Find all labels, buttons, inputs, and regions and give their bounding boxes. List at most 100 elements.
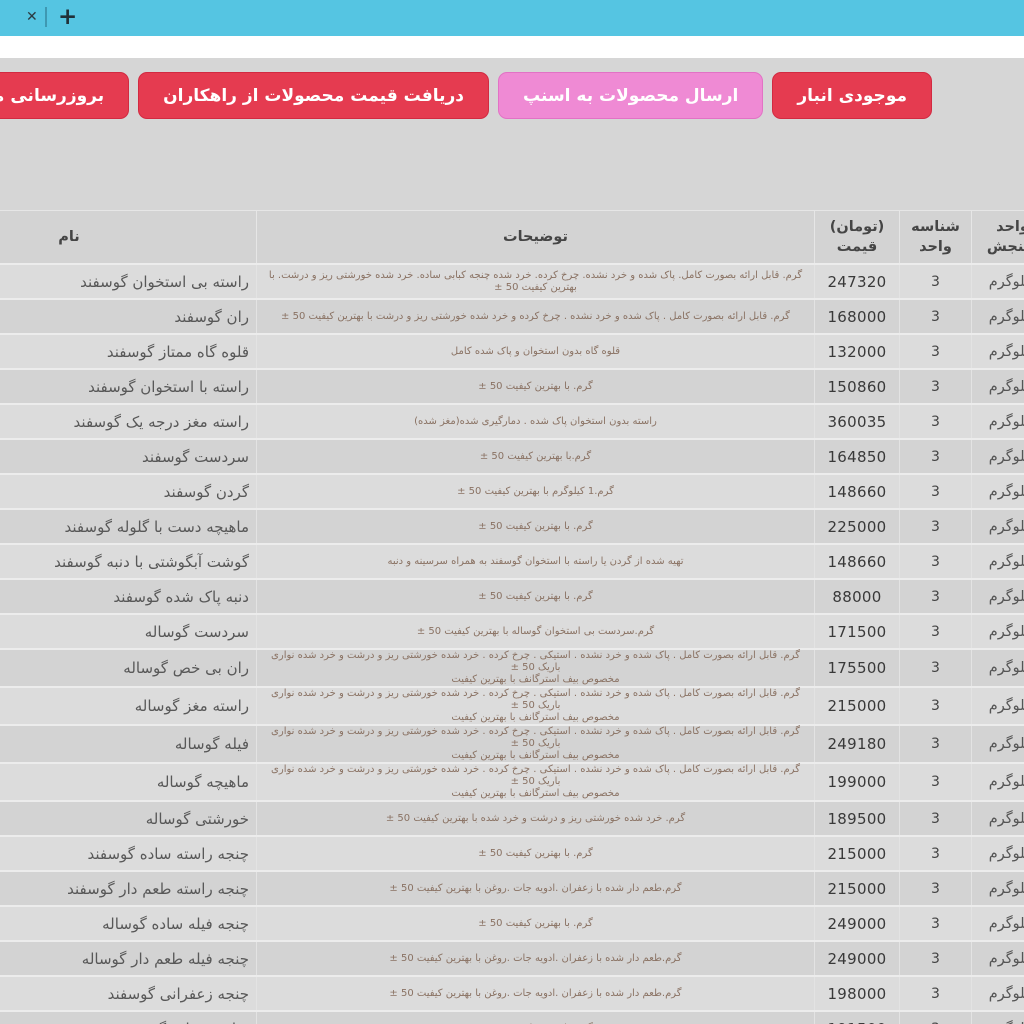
cell-description: گرم. با بهترین کیفیت 50 ± xyxy=(256,369,815,405)
table-row[interactable]: کیلوگرم3175500گرم. قابل ارائه بصورت کامل… xyxy=(0,649,1024,688)
cell-name: گردن گوسفند xyxy=(0,474,257,510)
table-row[interactable]: کیلوگرم3148660تهیه شده از گردن یا راسته … xyxy=(0,544,1024,580)
cell-description: گرم.سردست بی استخوان گوساله با بهترین کی… xyxy=(256,614,815,650)
cell-unit-id: 3 xyxy=(899,1011,972,1024)
cell-unit: کیلوگرم xyxy=(971,687,1024,726)
header-description[interactable]: توضیحات xyxy=(256,210,815,265)
cell-description: راسته بدون استخوان پاک شده . دمارگیری شد… xyxy=(256,404,815,440)
cell-price: 150860 xyxy=(814,369,900,405)
cell-description: گرم. با بهترین کیفیت 50 ± xyxy=(256,836,815,872)
new-tab-icon[interactable]: + xyxy=(58,4,78,30)
cell-price: 171500 xyxy=(814,614,900,650)
table-row[interactable]: کیلوگرم3249000گرم.طعم دار شده با زعفران … xyxy=(0,941,1024,977)
cell-price: 249000 xyxy=(814,906,900,942)
cell-unit: کیلوگرم xyxy=(971,976,1024,1012)
cell-description: گرم.1 کیلوگرم با بهترین کیفیت 50 ± xyxy=(256,474,815,510)
cell-name: راسته بی استخوان گوسفند xyxy=(0,264,257,300)
cell-name: راسته مغز درجه یک گوسفند xyxy=(0,404,257,440)
cell-unit-id: 3 xyxy=(899,404,972,440)
send-products-snapp-button[interactable]: ارسال محصولات به اسنپ xyxy=(498,72,764,119)
cell-description: گرم. با بهترین کیفیت 50 ± xyxy=(256,906,815,942)
cell-description: گرم. با بهترین کیفیت 50 ± xyxy=(256,1011,815,1024)
table-row[interactable]: کیلوگرم3168000گرم. قابل ارائه بصورت کامل… xyxy=(0,299,1024,335)
cell-name: سردست گوسفند xyxy=(0,439,257,475)
cell-name: راسته با استخوان گوسفند xyxy=(0,369,257,405)
cell-unit-id: 3 xyxy=(899,836,972,872)
cell-name: شاندیز ساده گوسفند xyxy=(0,1011,257,1024)
cell-price: 189500 xyxy=(814,801,900,837)
table-body: کیلوگرم3247320گرم. قابل ارائه بصورت کامل… xyxy=(0,264,1024,1024)
header-unit[interactable]: واحدسنجش xyxy=(971,210,1024,265)
cell-price: 175500 xyxy=(814,649,900,688)
table-row[interactable]: کیلوگرم3215000گرم. قابل ارائه بصورت کامل… xyxy=(0,687,1024,726)
cell-price: 168000 xyxy=(814,299,900,335)
header-name[interactable]: نام xyxy=(0,210,257,265)
cell-price: 88000 xyxy=(814,579,900,615)
cell-price: 249180 xyxy=(814,725,900,764)
cell-price: 225000 xyxy=(814,509,900,545)
table-row[interactable]: کیلوگرم3148660گرم.1 کیلوگرم با بهترین کی… xyxy=(0,474,1024,510)
table-row[interactable]: کیلوگرم3360035راسته بدون استخوان پاک شده… xyxy=(0,404,1024,440)
table-row[interactable]: کیلوگرم3247320گرم. قابل ارائه بصورت کامل… xyxy=(0,264,1024,300)
cell-unit-id: 3 xyxy=(899,976,972,1012)
cell-unit-id: 3 xyxy=(899,509,972,545)
header-price[interactable]: (تومان) قیمت xyxy=(814,210,900,265)
table-row[interactable]: کیلوگرم3198000گرم.طعم دار شده با زعفران … xyxy=(0,976,1024,1012)
table-row[interactable]: کیلوگرم3215000گرم.طعم دار شده با زعفران … xyxy=(0,871,1024,907)
table-row[interactable]: کیلوگرم3132000قلوه گاه بدون استخوان و پا… xyxy=(0,334,1024,370)
cell-unit-id: 3 xyxy=(899,763,972,802)
cell-name: چنجه فیله طعم دار گوساله xyxy=(0,941,257,977)
cell-price: 215000 xyxy=(814,871,900,907)
cell-description: گرم. با بهترین کیفیت 50 ± xyxy=(256,509,815,545)
inventory-button[interactable]: موجودی انبار xyxy=(772,72,932,119)
get-prices-rahkaran-button[interactable]: دریافت قیمت محصولات از راهکاران xyxy=(138,72,490,119)
browser-tab-title[interactable]: موجودی xyxy=(0,9,24,24)
table-row[interactable]: کیلوگرم3215000گرم. با بهترین کیفیت 50 ±چ… xyxy=(0,836,1024,872)
cell-name: چنجه راسته طعم دار گوسفند xyxy=(0,871,257,907)
cell-unit-id: 3 xyxy=(899,801,972,837)
table-row[interactable]: کیلوگرم3199000گرم. قابل ارائه بصورت کامل… xyxy=(0,763,1024,802)
table-row[interactable]: کیلوگرم3171500گرم.سردست بی استخوان گوسال… xyxy=(0,614,1024,650)
table-row[interactable]: کیلوگرم3150860گرم. با بهترین کیفیت 50 ±ر… xyxy=(0,369,1024,405)
cell-name: فیله گوساله xyxy=(0,725,257,764)
cell-unit-id: 3 xyxy=(899,649,972,688)
cell-price: 148660 xyxy=(814,544,900,580)
tab-close-icon[interactable]: ✕ xyxy=(26,9,38,25)
table-row[interactable]: کیلوگرم388000گرم. با بهترین کیفیت 50 ±دن… xyxy=(0,579,1024,615)
cell-description: گرم. قابل ارائه بصورت کامل . پاک شده و خ… xyxy=(256,687,815,726)
cell-unit-id: 3 xyxy=(899,687,972,726)
cell-description: تهیه شده از گردن یا راسته با استخوان گوس… xyxy=(256,544,815,580)
cell-unit: کیلوگرم xyxy=(971,439,1024,475)
table-row[interactable]: کیلوگرم3225000گرم. با بهترین کیفیت 50 ±م… xyxy=(0,509,1024,545)
table-row[interactable]: کیلوگرم3164850گرم.با بهترین کیفیت 50 ±سر… xyxy=(0,439,1024,475)
cell-price: 191500 xyxy=(814,1011,900,1024)
table-row[interactable]: کیلوگرم3189500گرم. خرد شده خورشتی ریز و … xyxy=(0,801,1024,837)
cell-unit-id: 3 xyxy=(899,544,972,580)
cell-name: ران بی خص گوساله xyxy=(0,649,257,688)
cell-description: گرم.طعم دار شده با زعفران .ادویه جات .رو… xyxy=(256,941,815,977)
cell-description: گرم. با بهترین کیفیت 50 ± xyxy=(256,579,815,615)
cell-description: گرم.طعم دار شده با زعفران .ادویه جات .رو… xyxy=(256,871,815,907)
cell-name: سردست گوساله xyxy=(0,614,257,650)
cell-description: گرم. قابل ارائه بصورت کامل . پاک شده و خ… xyxy=(256,725,815,764)
cell-name: دنبه پاک شده گوسفند xyxy=(0,579,257,615)
cell-unit: کیلوگرم xyxy=(971,836,1024,872)
table-row[interactable]: کیلوگرم3249180گرم. قابل ارائه بصورت کامل… xyxy=(0,725,1024,764)
cell-description: گرم. خرد شده خورشتی ریز و درشت و خرد شده… xyxy=(256,801,815,837)
cell-unit: کیلوگرم xyxy=(971,871,1024,907)
cell-unit: کیلوگرم xyxy=(971,404,1024,440)
cell-price: 132000 xyxy=(814,334,900,370)
table-row[interactable]: کیلوگرم3249000گرم. با بهترین کیفیت 50 ±چ… xyxy=(0,906,1024,942)
cell-description: قلوه گاه بدون استخوان و پاک شده کامل xyxy=(256,334,815,370)
cell-unit-id: 3 xyxy=(899,906,972,942)
update-product-specs-button[interactable]: بروزرسانی مشخصات محصولات xyxy=(0,72,130,119)
tab-separator xyxy=(45,7,47,27)
cell-unit-id: 3 xyxy=(899,369,972,405)
cell-price: 249000 xyxy=(814,941,900,977)
cell-description: گرم. قابل ارائه بصورت کامل . پاک شده و خ… xyxy=(256,299,815,335)
header-unit-id[interactable]: شناسه واحد xyxy=(899,210,972,265)
cell-description: گرم.طعم دار شده با زعفران .ادویه جات .رو… xyxy=(256,976,815,1012)
table-row[interactable]: کیلوگرم3191500گرم. با بهترین کیفیت 50 ±ش… xyxy=(0,1011,1024,1024)
